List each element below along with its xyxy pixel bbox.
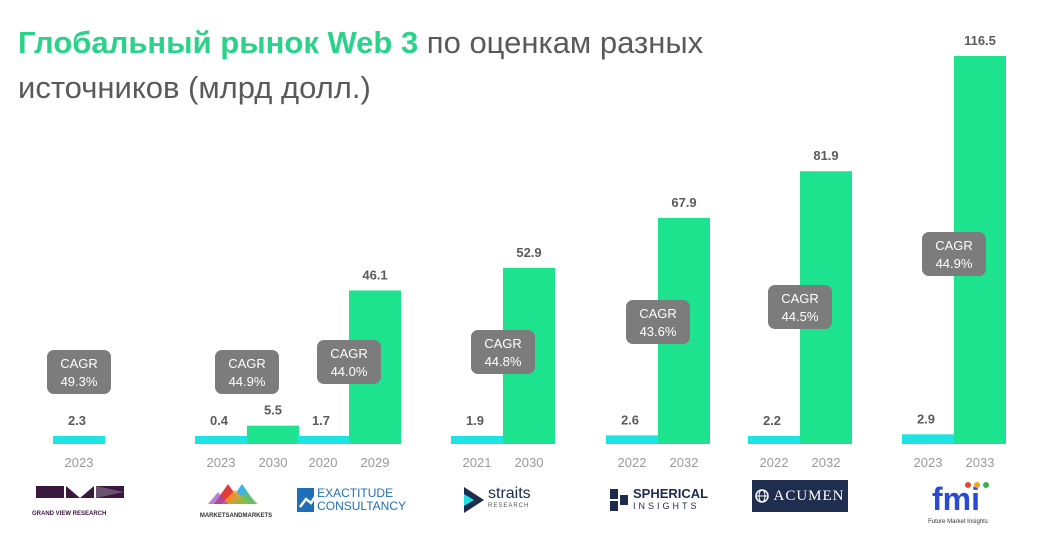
x-tick-end-year: 2029 [361, 455, 390, 470]
cagr-box [626, 300, 690, 344]
x-tick-start-year: 2021 [463, 455, 492, 470]
fmi-label: fmi [932, 481, 980, 514]
value-label-start: 1.9 [466, 413, 484, 428]
cagr-value: 44.8% [485, 354, 522, 369]
x-tick-start-year: 2023 [65, 455, 94, 470]
spherical-icon [610, 489, 628, 511]
cagr-value: 44.0% [331, 364, 368, 379]
straits-sublabel: RESEARCH [488, 503, 530, 509]
x-tick-end-year: 2030 [259, 455, 288, 470]
value-label-end: 81.9 [813, 148, 838, 163]
value-label-end: 116.5 [964, 33, 996, 48]
bar-start [297, 436, 349, 444]
value-label-end: 67.9 [671, 195, 696, 210]
straits-label: straits [488, 485, 531, 502]
logo-straits: straits RESEARCH [462, 480, 552, 520]
grand-view-label: GRAND VIEW RESEARCH [32, 511, 107, 517]
x-tick-start-year: 2020 [309, 455, 338, 470]
cagr-label: CAGR [330, 346, 368, 361]
bar-start [451, 436, 503, 444]
logo-fmi: fmi Future Market Insights [916, 480, 1000, 525]
exactitude-sublabel: CONSULTANCY [317, 499, 406, 513]
cagr-box [471, 330, 535, 374]
cagr-box [768, 285, 832, 329]
exactitude-icon [297, 488, 315, 512]
value-label-start: 0.4 [210, 413, 229, 428]
logo-spherical: SPHERICAL INSIGHTS [608, 480, 718, 520]
logo-grand-view-research: GRAND VIEW RESEARCH [32, 480, 132, 520]
cagr-box [922, 232, 986, 276]
x-tick-end-year: 2030 [515, 455, 544, 470]
exactitude-label: EXACTITUDE [317, 486, 394, 500]
cagr-box [317, 340, 381, 384]
acumen-globe-icon [755, 489, 770, 503]
marketsandmarkets-logo-mark [208, 484, 258, 504]
chart-title: Глобальный рынок Web 3 по оценкам разных… [18, 20, 738, 110]
logo-exactitude: EXACTITUDE CONSULTANCY [296, 480, 406, 520]
x-tick-start-year: 2022 [760, 455, 789, 470]
value-label-start: 1.7 [312, 413, 330, 428]
fmi-logo-mark: fmi [932, 481, 989, 517]
spherical-label: SPHERICAL [633, 486, 709, 501]
value-label-end: 52.9 [516, 245, 541, 260]
value-label-start: 2.9 [917, 411, 935, 426]
bar-start [606, 435, 658, 444]
bar-end [247, 425, 299, 444]
value-label-start: 2.2 [763, 413, 781, 428]
bar-start [195, 436, 247, 444]
cagr-label: CAGR [935, 238, 973, 253]
x-tick-start-year: 2022 [618, 455, 647, 470]
acumen-label: ACUMEN [773, 487, 845, 504]
cagr-label: CAGR [228, 356, 266, 371]
bar-start [53, 436, 105, 444]
x-tick-end-year: 2033 [966, 455, 995, 470]
cagr-value: 44.9% [229, 374, 266, 389]
value-label-end: 46.1 [362, 267, 387, 282]
spherical-sublabel: INSIGHTS [633, 501, 700, 511]
value-label-start: 2.6 [621, 412, 639, 427]
cagr-value: 49.3% [61, 374, 98, 389]
chart-title-rest: по оценкам разных источников (млрд долл.… [18, 25, 704, 105]
grand-view-logo-mark [36, 486, 124, 498]
x-tick-end-year: 2032 [670, 455, 699, 470]
x-tick-start-year: 2023 [914, 455, 943, 470]
value-label-end: 5.5 [264, 403, 282, 418]
marketsandmarkets-label: MARKETSANDMARKETS [199, 513, 273, 519]
logo-marketsandmarkets: MARKETSANDMARKETS [184, 480, 288, 520]
cagr-label: CAGR [484, 336, 522, 351]
straits-icon [464, 487, 484, 513]
chart-title-highlight: Глобальный рынок Web 3 [18, 25, 419, 60]
logo-acumen: ACUMEN [752, 480, 848, 512]
fmi-sublabel: Future Market Insights [928, 519, 988, 525]
cagr-label: CAGR [60, 356, 98, 371]
cagr-value: 43.6% [640, 324, 677, 339]
value-label-start: 2.3 [68, 413, 86, 428]
cagr-value: 44.9% [936, 256, 973, 271]
bar-start [748, 436, 800, 444]
cagr-box [215, 350, 279, 394]
bar-start [902, 434, 954, 444]
cagr-box [47, 350, 111, 394]
cagr-value: 44.5% [782, 309, 819, 324]
cagr-label: CAGR [781, 291, 819, 306]
cagr-label: CAGR [639, 306, 677, 321]
x-tick-end-year: 2032 [812, 455, 841, 470]
x-tick-start-year: 2023 [207, 455, 236, 470]
